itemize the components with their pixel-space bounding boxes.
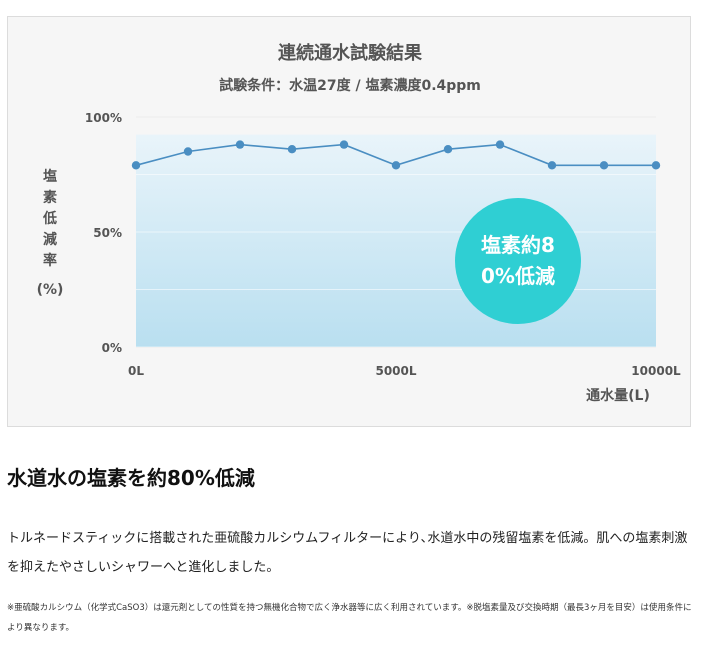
y-tick-label: 100% (85, 111, 122, 125)
footnote: ※亜硫酸カルシウム（化学式CaSO3）は還元剤としての性質を持つ無機化合物で広く… (7, 603, 692, 633)
data-point (235, 140, 245, 149)
y-tick-label: 50% (93, 226, 122, 240)
body-text: トルネードスティックに搭載された亜硫酸カルシウムフィルターにより､水道水中の残留… (7, 531, 688, 575)
data-point (131, 161, 141, 170)
line-chart: 0% 50% 100% 0L 5000L 10000L (85, 111, 681, 378)
data-point (599, 161, 609, 170)
data-point (547, 161, 557, 170)
data-point (339, 140, 349, 149)
y-axis-title: 塩素低減率 (43, 169, 57, 269)
data-point (443, 145, 453, 154)
headline: 水道水の塩素を約80%低減 (7, 466, 255, 490)
data-point (391, 161, 401, 170)
reduction-badge: 塩素約80%低減 (455, 198, 581, 324)
y-axis-label: 塩素低減率 (%) (32, 167, 68, 301)
y-axis-unit: (%) (36, 282, 64, 298)
x-tick-label: 10000L (631, 364, 681, 378)
badge-text: 塩素約80%低減 (481, 233, 555, 288)
data-point (183, 147, 193, 156)
x-tick-label: 0L (128, 364, 144, 378)
chart-title: 連続通水試験結果 (278, 43, 422, 64)
data-point (495, 140, 505, 149)
data-point (651, 161, 661, 170)
x-axis-label: 通水量(L) (586, 388, 650, 404)
data-point (287, 145, 297, 154)
x-tick-label: 5000L (375, 364, 416, 378)
chart-card: 連続通水試験結果 試験条件：水温27度 / 塩素濃度0.4ppm 0% 50% 10… (7, 16, 691, 427)
y-tick-label: 0% (102, 341, 122, 355)
chart-subtitle: 試験条件：水温27度 / 塩素濃度0.4ppm (219, 78, 481, 94)
